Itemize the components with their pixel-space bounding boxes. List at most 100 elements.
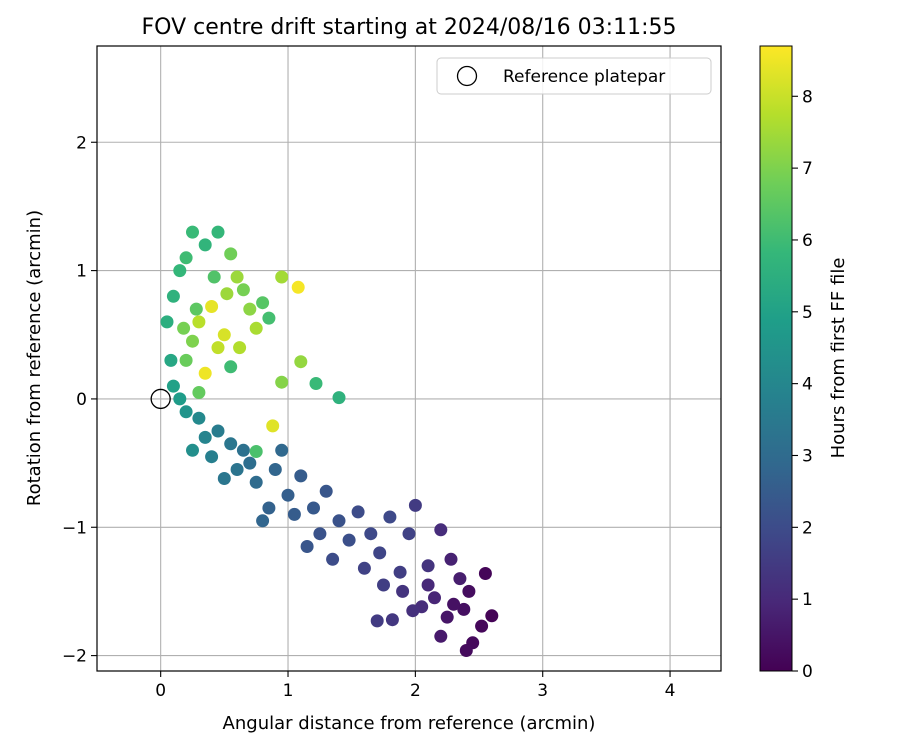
data-point [294,355,308,369]
legend: Reference platepar [436,57,712,95]
colorbar-tick-label: 1 [802,590,813,610]
data-point [186,443,199,457]
data-point [287,507,301,521]
colorbar: 0 1 2 3 4 5 6 7 8 Hours from first FF file [759,45,849,682]
colorbar-gradient [759,45,793,672]
data-point [177,321,191,335]
colorbar-ticks: 0 1 2 3 4 5 6 7 8 [792,87,813,682]
y-tick-label: 1 [76,262,87,282]
data-point [313,527,327,541]
colorbar-tick-label: 2 [802,518,813,538]
data-point [217,328,231,342]
data-point [198,430,212,444]
data-point [211,225,225,239]
data-point [307,501,320,515]
data-point [377,578,390,592]
x-axis-ticks: 0 1 2 3 4 [155,671,675,701]
data-point [364,527,378,541]
plot-frame [96,45,722,672]
data-point [179,251,193,265]
data-point [396,584,410,598]
data-point [249,445,263,458]
data-point [309,377,323,390]
reference-platepar-marker [150,388,171,410]
data-point [462,584,476,598]
colorbar-tick-label: 3 [802,446,813,466]
x-tick-label: 1 [283,681,294,701]
data-point [459,644,473,657]
data-point [485,609,499,623]
data-point [383,510,397,524]
data-point [291,280,305,294]
data-point [205,450,219,464]
y-tick-label: 0 [76,390,87,410]
data-point [249,321,263,335]
data-point [300,540,314,553]
legend-marker-open-circle [456,65,478,87]
colorbar-tick-label: 7 [802,159,813,179]
data-point [173,392,187,406]
data-point [186,225,199,239]
data-point [256,296,270,310]
x-tick-label: 3 [537,681,548,701]
data-point [207,270,221,284]
data-point [198,238,212,252]
data-point [447,597,461,611]
data-point [421,559,435,573]
data-point [268,463,282,476]
data-point [319,484,333,498]
data-point [192,386,206,399]
data-point [189,302,203,316]
x-tick-label: 2 [410,681,421,701]
grid-lines [97,46,721,671]
data-point [457,602,471,616]
x-tick-label: 0 [155,681,166,701]
data-point [332,391,346,405]
data-point [373,546,387,560]
data-point [332,514,346,528]
data-point [256,514,270,528]
data-point [434,523,448,537]
colorbar-tick-label: 0 [802,662,813,682]
data-point [262,311,276,325]
x-tick-label: 4 [665,681,676,701]
data-point [266,419,280,433]
legend-box [436,57,712,95]
y-tick-label: 2 [76,133,87,153]
data-point [294,469,308,483]
data-point [370,614,384,628]
data-point [406,604,420,618]
data-point [211,424,225,438]
chart-title: FOV centre drift starting at 2024/08/16 … [142,15,677,40]
data-point [179,353,193,367]
data-point [402,527,416,541]
data-point [173,264,187,278]
x-axis-label: Angular distance from reference (arcmin) [223,713,596,734]
colorbar-label: Hours from first FF file [828,258,849,459]
data-point [342,533,356,547]
data-point [453,572,467,586]
data-point [421,578,435,592]
data-point [385,613,399,627]
data-point [224,247,238,261]
data-point [233,341,247,355]
data-point [211,341,225,355]
data-point [243,456,257,470]
data-point [408,498,422,512]
data-point [281,488,295,502]
data-point [275,270,289,284]
data-point [192,411,206,425]
data-point [166,379,180,393]
data-point [164,353,178,367]
data-point [160,315,174,329]
data-point [478,567,492,580]
y-tick-label: −1 [62,518,87,538]
data-point [224,360,238,374]
data-point [262,501,276,515]
data-point [440,610,454,624]
data-point [230,463,244,476]
y-axis-label: Rotation from reference (arcmin) [24,210,45,506]
data-point [230,270,244,284]
